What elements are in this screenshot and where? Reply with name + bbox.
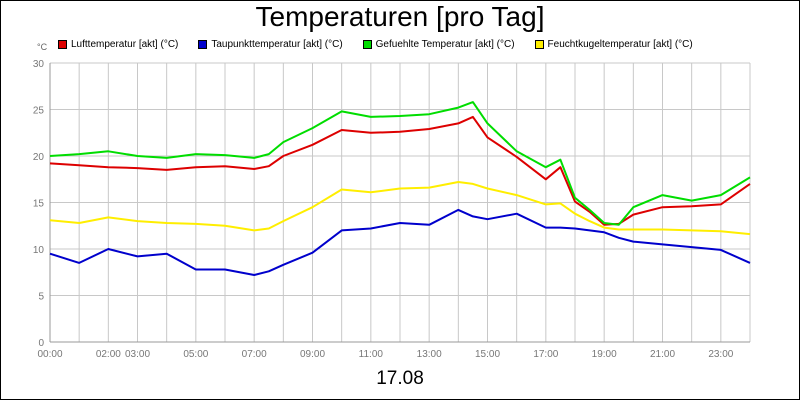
legend-item-feuchtkugeltemperatur: Feuchtkugeltemperatur [akt] (°C) <box>534 37 693 51</box>
date-label: 17.08 <box>376 368 424 389</box>
x-tick-label: 09:00 <box>300 349 325 360</box>
legend-item-gefuehlte-temperatur: Gefuehlte Temperatur [akt] (°C) <box>362 37 515 51</box>
series-line-1 <box>49 208 751 276</box>
legend-label: Gefuehlte Temperatur [akt] (°C) <box>375 38 515 50</box>
x-tick-label: 21:00 <box>650 349 675 360</box>
x-tick-label: 02:00 <box>96 349 121 360</box>
x-tick-label: 19:00 <box>592 349 617 360</box>
legend-item-taupunkttemperatur: Taupunkttemperatur [akt] (°C) <box>198 37 343 51</box>
y-tick-label: 0 <box>38 338 44 349</box>
x-tick-label: 23:00 <box>708 349 733 360</box>
y-axis-unit: °C <box>37 42 48 52</box>
legend-swatch-green <box>362 39 372 49</box>
legend-swatch-yellow <box>534 39 544 49</box>
chart-legend: Lufttemperatur [akt] (°C) Taupunkttemper… <box>58 37 713 51</box>
legend-label: Lufttemperatur [akt] (°C) <box>71 38 179 50</box>
x-tick-label: 15:00 <box>475 349 500 360</box>
y-tick-label: 15 <box>33 199 45 210</box>
y-tick-label: 5 <box>38 292 44 303</box>
legend-swatch-red <box>58 39 67 49</box>
x-tick-label: 13:00 <box>417 349 442 360</box>
y-tick-label: 10 <box>33 245 45 256</box>
legend-label: Feuchtkugeltemperatur [akt] (°C) <box>547 38 693 50</box>
y-tick-label: 30 <box>33 59 45 70</box>
chart-title: Temperaturen [pro Tag] <box>255 1 545 32</box>
legend-label: Taupunkttemperatur [akt] (°C) <box>211 38 343 50</box>
legend-swatch-blue <box>198 39 208 49</box>
x-tick-label: 03:00 <box>125 349 150 360</box>
x-tick-label: 17:00 <box>533 349 558 360</box>
y-tick-label: 20 <box>33 152 45 163</box>
series-line-3 <box>49 181 751 236</box>
x-tick-label: 00:00 <box>37 349 62 360</box>
x-tick-label: 11:00 <box>359 349 384 360</box>
x-tick-label: 07:00 <box>242 349 267 360</box>
x-tick-label: 05:00 <box>183 349 208 360</box>
series-line-2 <box>49 101 751 226</box>
y-tick-label: 25 <box>33 106 45 117</box>
legend-item-lufttemperatur: Lufttemperatur [akt] (°C) <box>58 37 178 51</box>
